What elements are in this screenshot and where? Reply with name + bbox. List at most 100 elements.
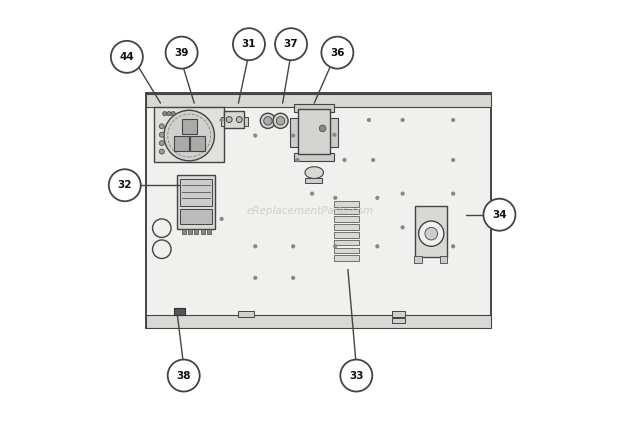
Circle shape xyxy=(401,192,405,196)
Bar xyxy=(334,209,359,214)
Circle shape xyxy=(264,117,272,125)
Ellipse shape xyxy=(305,167,324,179)
Circle shape xyxy=(332,133,337,137)
Bar xyxy=(188,229,192,234)
Circle shape xyxy=(275,28,307,60)
Bar xyxy=(177,175,215,229)
Text: eReplacementParts.com: eReplacementParts.com xyxy=(246,205,374,216)
Circle shape xyxy=(153,219,171,237)
Circle shape xyxy=(167,360,200,392)
Circle shape xyxy=(310,192,314,196)
Bar xyxy=(392,318,405,323)
FancyBboxPatch shape xyxy=(190,136,205,151)
Bar xyxy=(146,93,491,328)
Circle shape xyxy=(484,199,515,231)
Bar xyxy=(194,229,198,234)
Bar xyxy=(392,311,405,317)
Circle shape xyxy=(253,276,257,280)
Bar xyxy=(146,94,491,107)
Circle shape xyxy=(451,192,455,196)
Bar xyxy=(290,118,298,147)
Circle shape xyxy=(233,28,265,60)
Circle shape xyxy=(159,141,164,146)
Circle shape xyxy=(375,244,379,248)
Circle shape xyxy=(295,158,299,162)
Bar xyxy=(239,311,254,317)
Circle shape xyxy=(273,113,288,128)
Circle shape xyxy=(277,117,285,125)
Bar xyxy=(221,117,224,126)
Circle shape xyxy=(401,225,405,229)
Bar xyxy=(334,240,359,245)
Text: 38: 38 xyxy=(177,370,191,381)
Bar xyxy=(182,229,186,234)
Text: 36: 36 xyxy=(330,48,345,58)
Bar xyxy=(224,111,244,128)
FancyBboxPatch shape xyxy=(174,136,189,151)
Circle shape xyxy=(425,227,438,240)
Text: 32: 32 xyxy=(118,180,132,190)
Bar xyxy=(244,117,248,126)
Circle shape xyxy=(418,221,444,246)
Circle shape xyxy=(451,158,455,162)
Text: 34: 34 xyxy=(492,210,507,220)
Bar xyxy=(146,315,491,328)
Circle shape xyxy=(159,124,164,129)
Circle shape xyxy=(371,158,375,162)
Bar xyxy=(174,308,185,315)
Bar xyxy=(334,232,359,237)
Circle shape xyxy=(319,125,326,132)
Circle shape xyxy=(253,133,257,138)
Bar xyxy=(154,107,224,162)
Bar xyxy=(334,248,359,253)
Text: 37: 37 xyxy=(284,39,298,49)
Bar xyxy=(334,201,359,206)
Circle shape xyxy=(367,118,371,122)
Circle shape xyxy=(340,360,372,392)
Bar xyxy=(334,216,359,222)
Bar xyxy=(294,104,334,112)
Circle shape xyxy=(321,37,353,69)
Circle shape xyxy=(291,244,295,248)
Circle shape xyxy=(171,112,175,116)
Circle shape xyxy=(219,217,224,221)
Circle shape xyxy=(451,118,455,122)
Circle shape xyxy=(291,276,295,280)
Bar xyxy=(440,256,447,263)
FancyBboxPatch shape xyxy=(182,119,197,134)
Bar xyxy=(294,153,334,161)
Circle shape xyxy=(108,169,141,201)
Circle shape xyxy=(375,196,379,200)
Circle shape xyxy=(219,118,224,122)
Bar xyxy=(334,256,359,261)
Circle shape xyxy=(253,244,257,248)
Circle shape xyxy=(159,149,164,154)
Text: 31: 31 xyxy=(242,39,256,49)
Circle shape xyxy=(291,133,295,138)
Circle shape xyxy=(111,41,143,73)
Circle shape xyxy=(164,110,215,161)
Text: 44: 44 xyxy=(120,52,135,62)
Bar xyxy=(180,209,212,224)
Circle shape xyxy=(451,244,455,248)
Bar xyxy=(414,256,422,263)
Bar xyxy=(305,178,322,183)
Circle shape xyxy=(401,118,405,122)
Circle shape xyxy=(342,158,347,162)
Circle shape xyxy=(162,112,167,116)
Bar xyxy=(200,229,205,234)
Circle shape xyxy=(159,132,164,137)
Circle shape xyxy=(333,196,337,200)
Bar xyxy=(415,206,447,257)
Circle shape xyxy=(167,112,171,116)
Bar xyxy=(330,118,338,147)
Text: 39: 39 xyxy=(174,48,188,58)
Bar xyxy=(207,229,211,234)
Circle shape xyxy=(260,113,275,128)
Bar xyxy=(334,224,359,230)
Circle shape xyxy=(153,240,171,258)
Circle shape xyxy=(333,244,337,248)
Circle shape xyxy=(166,37,198,69)
Circle shape xyxy=(226,117,232,123)
Bar xyxy=(298,109,330,154)
